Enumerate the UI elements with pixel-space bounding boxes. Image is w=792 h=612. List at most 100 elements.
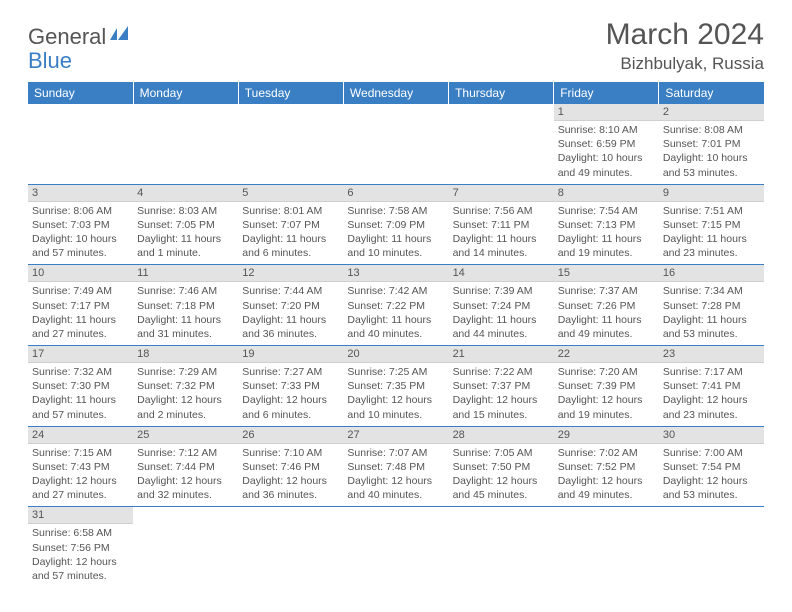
calendar-day-cell: [133, 104, 238, 184]
title-block: March 2024 Bizhbulyak, Russia: [606, 18, 764, 74]
daylight-text: Daylight: 11 hours and 6 minutes.: [242, 232, 339, 260]
sunrise-text: Sunrise: 7:20 AM: [558, 365, 655, 379]
sunrise-text: Sunrise: 7:44 AM: [242, 284, 339, 298]
day-number: 15: [554, 265, 659, 282]
weekday-header: Wednesday: [343, 82, 448, 104]
day-body: Sunrise: 8:08 AMSunset: 7:01 PMDaylight:…: [659, 121, 764, 184]
daylight-text: Daylight: 12 hours and 23 minutes.: [663, 393, 760, 421]
daylight-text: Daylight: 12 hours and 2 minutes.: [137, 393, 234, 421]
calendar-day-cell: 30Sunrise: 7:00 AMSunset: 7:54 PMDayligh…: [659, 426, 764, 507]
sunset-text: Sunset: 7:32 PM: [137, 379, 234, 393]
calendar-day-cell: 11Sunrise: 7:46 AMSunset: 7:18 PMDayligh…: [133, 265, 238, 346]
calendar-day-cell: [133, 507, 238, 587]
day-body: Sunrise: 7:25 AMSunset: 7:35 PMDaylight:…: [343, 363, 448, 426]
day-body: Sunrise: 7:51 AMSunset: 7:15 PMDaylight:…: [659, 202, 764, 265]
sunset-text: Sunset: 7:01 PM: [663, 137, 760, 151]
daylight-text: Daylight: 11 hours and 49 minutes.: [558, 313, 655, 341]
day-body: Sunrise: 7:46 AMSunset: 7:18 PMDaylight:…: [133, 282, 238, 345]
day-body: Sunrise: 8:06 AMSunset: 7:03 PMDaylight:…: [28, 202, 133, 265]
calendar-day-cell: 20Sunrise: 7:25 AMSunset: 7:35 PMDayligh…: [343, 346, 448, 427]
day-number: 19: [238, 346, 343, 363]
daylight-text: Daylight: 12 hours and 27 minutes.: [32, 474, 129, 502]
day-number: 11: [133, 265, 238, 282]
sunrise-text: Sunrise: 7:42 AM: [347, 284, 444, 298]
calendar-day-cell: 2Sunrise: 8:08 AMSunset: 7:01 PMDaylight…: [659, 104, 764, 184]
daylight-text: Daylight: 11 hours and 57 minutes.: [32, 393, 129, 421]
logo-text-general: General: [28, 24, 106, 50]
day-number: 4: [133, 185, 238, 202]
day-body: Sunrise: 7:39 AMSunset: 7:24 PMDaylight:…: [449, 282, 554, 345]
day-number: 22: [554, 346, 659, 363]
sunrise-text: Sunrise: 7:29 AM: [137, 365, 234, 379]
calendar-day-cell: 13Sunrise: 7:42 AMSunset: 7:22 PMDayligh…: [343, 265, 448, 346]
day-body: Sunrise: 7:00 AMSunset: 7:54 PMDaylight:…: [659, 444, 764, 507]
day-number: 17: [28, 346, 133, 363]
day-body: Sunrise: 7:37 AMSunset: 7:26 PMDaylight:…: [554, 282, 659, 345]
sunrise-text: Sunrise: 7:49 AM: [32, 284, 129, 298]
calendar-week-row: 31Sunrise: 6:58 AMSunset: 7:56 PMDayligh…: [28, 507, 764, 587]
sunrise-text: Sunrise: 7:25 AM: [347, 365, 444, 379]
calendar-day-cell: 31Sunrise: 6:58 AMSunset: 7:56 PMDayligh…: [28, 507, 133, 587]
day-number: 16: [659, 265, 764, 282]
calendar-day-cell: 5Sunrise: 8:01 AMSunset: 7:07 PMDaylight…: [238, 184, 343, 265]
day-number: 27: [343, 427, 448, 444]
calendar-day-cell: 7Sunrise: 7:56 AMSunset: 7:11 PMDaylight…: [449, 184, 554, 265]
day-number: 21: [449, 346, 554, 363]
sunrise-text: Sunrise: 7:00 AM: [663, 446, 760, 460]
day-body: Sunrise: 7:54 AMSunset: 7:13 PMDaylight:…: [554, 202, 659, 265]
weekday-header: Thursday: [449, 82, 554, 104]
day-body: Sunrise: 7:12 AMSunset: 7:44 PMDaylight:…: [133, 444, 238, 507]
day-body: Sunrise: 7:07 AMSunset: 7:48 PMDaylight:…: [343, 444, 448, 507]
sunset-text: Sunset: 7:48 PM: [347, 460, 444, 474]
sunrise-text: Sunrise: 7:27 AM: [242, 365, 339, 379]
weekday-header: Saturday: [659, 82, 764, 104]
calendar-day-cell: 18 Sunrise: 7:29 AMSunset: 7:32 PMDayligh…: [133, 346, 238, 427]
sunrise-text: Sunrise: 8:06 AM: [32, 204, 129, 218]
sunset-text: Sunset: 7:56 PM: [32, 541, 129, 555]
calendar-day-cell: 24Sunrise: 7:15 AMSunset: 7:43 PMDayligh…: [28, 426, 133, 507]
daylight-text: Daylight: 11 hours and 23 minutes.: [663, 232, 760, 260]
day-number: 7: [449, 185, 554, 202]
day-body: Sunrise: 7:15 AMSunset: 7:43 PMDaylight:…: [28, 444, 133, 507]
calendar-day-cell: 4Sunrise: 8:03 AMSunset: 7:05 PMDaylight…: [133, 184, 238, 265]
calendar-day-cell: 21Sunrise: 7:22 AMSunset: 7:37 PMDayligh…: [449, 346, 554, 427]
calendar-day-cell: 19Sunrise: 7:27 AMSunset: 7:33 PMDayligh…: [238, 346, 343, 427]
weekday-header: Monday: [133, 82, 238, 104]
day-number: 23: [659, 346, 764, 363]
day-number: 31: [28, 507, 133, 524]
daylight-text: Daylight: 10 hours and 53 minutes.: [663, 151, 760, 179]
sunrise-text: Sunrise: 8:10 AM: [558, 123, 655, 137]
sunset-text: Sunset: 7:35 PM: [347, 379, 444, 393]
calendar-day-cell: 16Sunrise: 7:34 AMSunset: 7:28 PMDayligh…: [659, 265, 764, 346]
calendar-day-cell: 29Sunrise: 7:02 AMSunset: 7:52 PMDayligh…: [554, 426, 659, 507]
sunrise-text: Sunrise: 7:15 AM: [32, 446, 129, 460]
sunrise-text: Sunrise: 8:03 AM: [137, 204, 234, 218]
sunset-text: Sunset: 7:52 PM: [558, 460, 655, 474]
daylight-text: Daylight: 11 hours and 31 minutes.: [137, 313, 234, 341]
sunset-text: Sunset: 7:13 PM: [558, 218, 655, 232]
sunset-text: Sunset: 7:09 PM: [347, 218, 444, 232]
sunrise-text: Sunrise: 8:08 AM: [663, 123, 760, 137]
calendar-day-cell: [659, 507, 764, 587]
day-number: 1: [554, 104, 659, 121]
day-body: Sunrise: 7:27 AMSunset: 7:33 PMDaylight:…: [238, 363, 343, 426]
sunset-text: Sunset: 7:39 PM: [558, 379, 655, 393]
sunset-text: Sunset: 7:43 PM: [32, 460, 129, 474]
day-body: Sunrise: 7:20 AMSunset: 7:39 PMDaylight:…: [554, 363, 659, 426]
sunset-text: Sunset: 7:07 PM: [242, 218, 339, 232]
day-number: 18: [133, 346, 238, 363]
sunrise-text: Sunrise: 7:51 AM: [663, 204, 760, 218]
calendar-day-cell: 28Sunrise: 7:05 AMSunset: 7:50 PMDayligh…: [449, 426, 554, 507]
calendar-day-cell: 27Sunrise: 7:07 AMSunset: 7:48 PMDayligh…: [343, 426, 448, 507]
sunrise-text: Sunrise: 7:32 AM: [32, 365, 129, 379]
sunrise-text: Sunrise: 7:58 AM: [347, 204, 444, 218]
calendar-day-cell: [238, 104, 343, 184]
calendar-day-cell: 15Sunrise: 7:37 AMSunset: 7:26 PMDayligh…: [554, 265, 659, 346]
day-body: Sunrise: 7:05 AMSunset: 7:50 PMDaylight:…: [449, 444, 554, 507]
sunset-text: Sunset: 7:37 PM: [453, 379, 550, 393]
calendar-day-cell: 10Sunrise: 7:49 AMSunset: 7:17 PMDayligh…: [28, 265, 133, 346]
sunset-text: Sunset: 7:41 PM: [663, 379, 760, 393]
sunset-text: Sunset: 7:11 PM: [453, 218, 550, 232]
calendar-day-cell: [554, 507, 659, 587]
sunrise-text: Sunrise: 7:05 AM: [453, 446, 550, 460]
